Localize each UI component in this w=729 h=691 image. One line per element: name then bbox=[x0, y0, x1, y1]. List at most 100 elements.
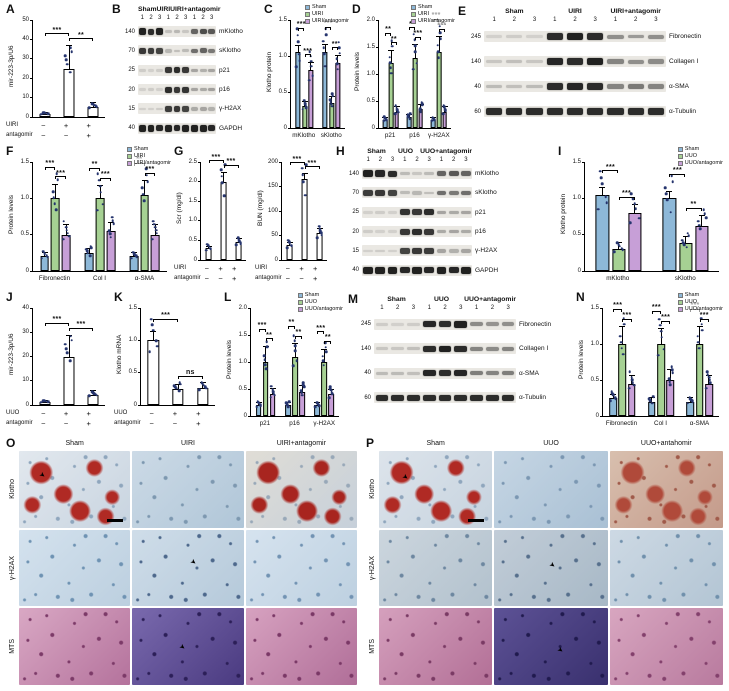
lane bbox=[406, 368, 422, 379]
protein-band bbox=[566, 108, 584, 115]
data-point bbox=[660, 335, 663, 339]
lane bbox=[421, 319, 437, 330]
x-matrix-cells: − + + bbox=[281, 264, 322, 274]
data-point bbox=[418, 107, 422, 110]
x-matrix-cells: − − + bbox=[140, 419, 210, 429]
error-bar bbox=[698, 215, 705, 226]
data-point bbox=[141, 186, 144, 190]
lane bbox=[399, 226, 411, 237]
bar bbox=[63, 68, 75, 117]
protein-band bbox=[138, 125, 146, 132]
protein-band bbox=[156, 107, 164, 111]
protein-band bbox=[147, 69, 155, 72]
data-point bbox=[90, 246, 93, 250]
histology-image: ➤ bbox=[19, 451, 131, 528]
protein-band bbox=[190, 87, 198, 92]
y-tick-label: 40 bbox=[22, 35, 29, 42]
bar bbox=[50, 198, 60, 271]
protein-band bbox=[138, 107, 146, 111]
panel-letter: B bbox=[112, 2, 121, 16]
panel-letter: O bbox=[6, 436, 16, 450]
blot-strip bbox=[374, 367, 516, 379]
y-tick-label: 30 bbox=[22, 328, 29, 335]
protein-band bbox=[375, 322, 389, 326]
protein-band bbox=[607, 84, 624, 89]
data-point bbox=[687, 234, 691, 238]
data-point bbox=[112, 222, 115, 226]
histo-row: MTS ➤ bbox=[366, 607, 724, 686]
panel-letter: H bbox=[336, 144, 345, 158]
data-point bbox=[622, 323, 626, 326]
data-point bbox=[430, 119, 433, 123]
protein-label: p21 bbox=[219, 66, 230, 74]
lane bbox=[181, 103, 190, 114]
protein-band bbox=[173, 30, 181, 34]
data-point bbox=[696, 335, 700, 338]
mw-marker: 25 bbox=[352, 209, 359, 216]
protein-band bbox=[173, 67, 181, 74]
lane bbox=[181, 26, 190, 37]
significance-bracket bbox=[661, 320, 671, 324]
y-tick-label: 1.0 bbox=[590, 340, 599, 347]
data-point bbox=[272, 392, 275, 395]
mw-marker: 20 bbox=[128, 86, 135, 93]
data-point bbox=[237, 237, 240, 241]
data-point bbox=[431, 116, 435, 119]
lane bbox=[504, 81, 524, 92]
histology-image bbox=[19, 529, 131, 607]
lane bbox=[155, 65, 164, 76]
lane bbox=[411, 265, 423, 276]
significance-label: *** bbox=[257, 322, 267, 330]
y-tick-label: 20 bbox=[22, 74, 29, 81]
y-tick bbox=[288, 19, 291, 21]
data-point bbox=[322, 364, 326, 367]
data-point bbox=[610, 390, 614, 393]
arrow-icon: ➤ bbox=[547, 560, 557, 570]
lane bbox=[411, 207, 423, 218]
lane bbox=[181, 123, 190, 134]
lane-number: 3 bbox=[427, 157, 431, 163]
mw-marker: 140 bbox=[470, 58, 481, 65]
legend-label: Sham bbox=[684, 292, 700, 298]
bar-chart-bun: 0 50 100 150 200 *** *** BUN (mg/dl) UIRI − + + anta… bbox=[255, 146, 332, 284]
data-point bbox=[686, 232, 689, 235]
panel-N: N 00.51.01.5******************Protein le… bbox=[576, 290, 724, 429]
protein-band bbox=[407, 371, 420, 375]
data-point bbox=[659, 329, 663, 333]
lane bbox=[435, 245, 447, 256]
y-tick bbox=[30, 331, 33, 333]
x-matrix-cells: − − + bbox=[281, 274, 322, 284]
legend-label: UIRI/antagomir bbox=[134, 160, 171, 166]
protein-band bbox=[182, 67, 190, 74]
lane bbox=[138, 65, 147, 76]
panel-letter: M bbox=[348, 292, 358, 306]
data-point bbox=[46, 400, 50, 403]
significance-bracket bbox=[223, 164, 239, 168]
y-tick-label: 2.0 bbox=[188, 178, 197, 185]
plot-area: 00.51.01.5****************** bbox=[591, 302, 719, 419]
lane-number: 1 bbox=[427, 305, 431, 311]
protein-band bbox=[460, 267, 471, 274]
protein-band bbox=[486, 371, 499, 376]
lane bbox=[504, 106, 524, 117]
group-label: UUO bbox=[433, 296, 450, 303]
protein-band bbox=[199, 125, 207, 132]
y-tick-label: 150 bbox=[267, 183, 278, 189]
bar bbox=[611, 249, 626, 271]
legend-label: UUO/antagomir bbox=[684, 160, 723, 166]
protein-band bbox=[363, 190, 373, 196]
y-tick bbox=[376, 19, 379, 21]
lane bbox=[646, 106, 666, 117]
y-tick bbox=[600, 379, 603, 381]
blot-strip bbox=[484, 106, 666, 117]
protein-band bbox=[627, 59, 644, 64]
lane bbox=[386, 207, 398, 218]
protein-band bbox=[156, 88, 164, 91]
bar bbox=[301, 106, 308, 128]
data-point bbox=[295, 27, 299, 31]
data-point bbox=[287, 239, 290, 242]
data-point bbox=[264, 367, 268, 371]
x-matrix-cell: − bbox=[41, 419, 46, 428]
data-point bbox=[202, 384, 205, 387]
data-point bbox=[269, 385, 273, 388]
